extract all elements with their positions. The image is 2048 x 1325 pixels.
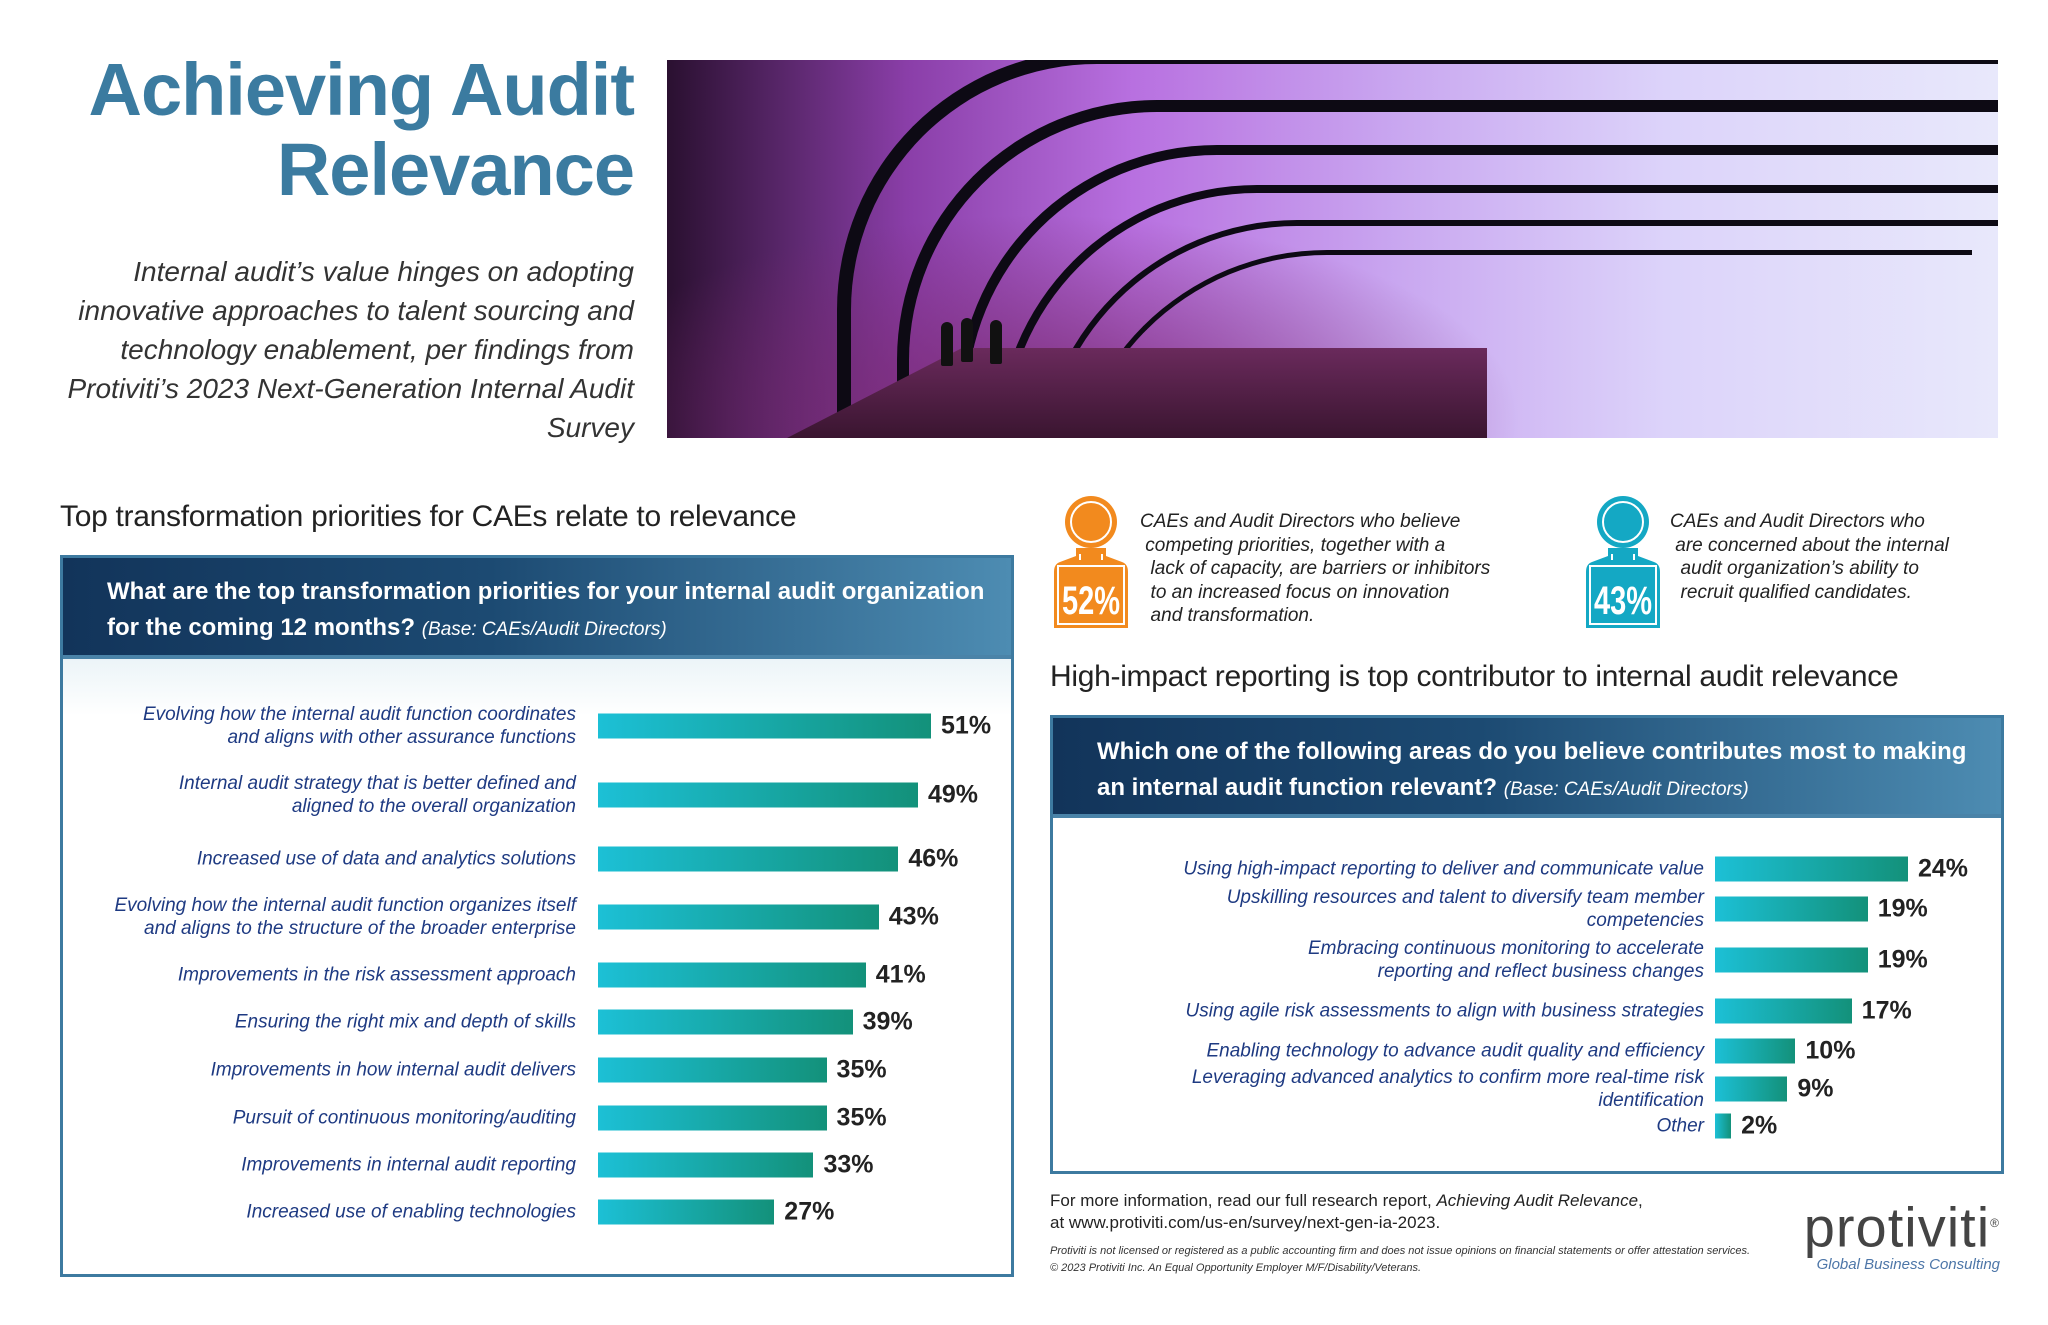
bar-value-label: 35%	[836, 1055, 887, 1084]
bar	[1715, 1113, 1732, 1139]
bar	[598, 713, 932, 739]
logo-wordmark: protiviti	[1803, 1195, 1991, 1259]
copyright: © 2023 Protiviti Inc. An Equal Opportuni…	[1050, 1262, 1422, 1274]
bar-value-label: 35%	[836, 1103, 887, 1132]
stat-value: 52%	[1062, 579, 1120, 623]
bar-value-label: 10%	[1805, 1036, 1856, 1065]
priorities-base-note: (Base: CAEs/Audit Directors)	[421, 619, 667, 640]
bar-label: Embracing continuous monitoring to accel…	[1307, 938, 1704, 982]
bar	[598, 1057, 827, 1083]
footer-more-info: For more information, read our full rese…	[1050, 1190, 1643, 1234]
priorities-question: What are the top transformation prioriti…	[107, 578, 985, 641]
bar-value-label: 9%	[1797, 1074, 1834, 1103]
report-title: Achieving Audit Relevance	[1436, 1191, 1639, 1210]
bar-label: Upskilling resources and talent to diver…	[1226, 887, 1704, 931]
bar-label: Ensuring the right mix and depth of skil…	[234, 1011, 576, 1033]
bar-label: Pursuit of continuous monitoring/auditin…	[232, 1107, 576, 1129]
bar-label: Using high-impact reporting to deliver a…	[1183, 858, 1704, 880]
stat-value: 43%	[1594, 579, 1652, 623]
bar	[598, 846, 899, 872]
more-info-text: For more information, read our full rese…	[1050, 1191, 1437, 1210]
bar	[1715, 1076, 1788, 1102]
bar-label: Using agile risk assessments to align wi…	[1185, 1000, 1704, 1022]
bar	[598, 1105, 827, 1131]
bar-value-label: 24%	[1917, 854, 1968, 883]
person-icon-teal: 43%	[1586, 496, 1660, 628]
tunnel-photo	[667, 60, 1998, 438]
bar	[598, 1199, 775, 1225]
bar-label: Increased use of enabling technologies	[246, 1201, 576, 1223]
bar-label: Other	[1656, 1115, 1704, 1137]
bar	[1715, 947, 1868, 973]
legal-disclaimer: Protiviti is not licensed or registered …	[1050, 1245, 1751, 1257]
bar-label: Enabling technology to advance audit qua…	[1206, 1040, 1704, 1062]
bar-label: Internal audit strategy that is better d…	[178, 773, 576, 817]
bar-value-label: 2%	[1741, 1111, 1778, 1140]
bar	[598, 782, 918, 808]
bar-label: Increased use of data and analytics solu…	[196, 848, 576, 870]
bar-value-label: 27%	[784, 1197, 835, 1226]
bar-value-label: 39%	[862, 1007, 913, 1036]
bar-value-label: 17%	[1861, 996, 1912, 1025]
bar	[598, 1152, 814, 1178]
page-subtitle: Internal audit’s value hinges on adoptin…	[67, 256, 634, 443]
relevance-question-header: Which one of the following areas do you …	[1053, 718, 2001, 818]
footer-legal: Protiviti is not licensed or registered …	[1050, 1243, 1750, 1277]
bar-label: Evolving how the internal audit function…	[142, 704, 576, 748]
logo-tagline: Global Business Consulting	[1816, 1255, 2000, 1273]
bar-label: Evolving how the internal audit function…	[114, 895, 576, 939]
bar-value-label: 41%	[875, 960, 926, 989]
bar	[598, 962, 866, 988]
bar	[598, 1009, 853, 1035]
bar-value-label: 49%	[927, 780, 979, 809]
priorities-question-header: What are the top transformation prioriti…	[63, 558, 1011, 659]
stat-description: CAEs and Audit Directors who are concern…	[1670, 511, 1949, 603]
protiviti-logo: protiviti® Global Business Consulting	[1790, 1195, 2000, 1273]
bar-value-label: 19%	[1877, 945, 1928, 974]
bar-value-label: 33%	[823, 1150, 874, 1179]
report-url[interactable]: at www.protiviti.com/us-en/survey/next-g…	[1050, 1213, 1441, 1232]
left-section-heading: Top transformation priorities for CAEs r…	[60, 500, 797, 533]
stat-description: CAEs and Audit Directors who believe com…	[1140, 511, 1491, 626]
bar	[1715, 1038, 1796, 1064]
bar-value-label: 43%	[888, 902, 939, 931]
relevance-question: Which one of the following areas do you …	[1097, 738, 1967, 801]
bar-label: Leveraging advanced analytics to confirm…	[1191, 1067, 1704, 1111]
bar-label: Improvements in how internal audit deliv…	[210, 1059, 576, 1081]
bar-value-label: 51%	[941, 711, 992, 740]
bar-label: Improvements in the risk assessment appr…	[177, 964, 576, 986]
stat-competing-priorities: 52% CAEs and Audit Directors who believe…	[1050, 490, 1490, 635]
bar	[1715, 896, 1868, 922]
bar	[1715, 998, 1852, 1024]
bar-value-label: 46%	[908, 844, 959, 873]
bar-value-label: 19%	[1877, 894, 1928, 923]
relevance-base-note: (Base: CAEs/Audit Directors)	[1503, 779, 1749, 800]
bar-label: Improvements in internal audit reporting	[241, 1154, 576, 1176]
registered-mark: ®	[1990, 1216, 2000, 1230]
right-section-heading: High-impact reporting is top contributor…	[1050, 660, 1899, 693]
stat-recruiting-concern: 43% CAEs and Audit Directors who are con…	[1582, 490, 1949, 635]
person-icon-orange: 52%	[1054, 496, 1128, 628]
bar	[598, 904, 879, 930]
more-info-suffix: ,	[1638, 1191, 1643, 1210]
priorities-chart-panel: What are the top transformation prioriti…	[60, 555, 1014, 1277]
bar	[1715, 856, 1908, 882]
relevance-chart-panel: Which one of the following areas do you …	[1050, 715, 2004, 1174]
page-title: Achieving Audit Relevance	[88, 48, 636, 211]
